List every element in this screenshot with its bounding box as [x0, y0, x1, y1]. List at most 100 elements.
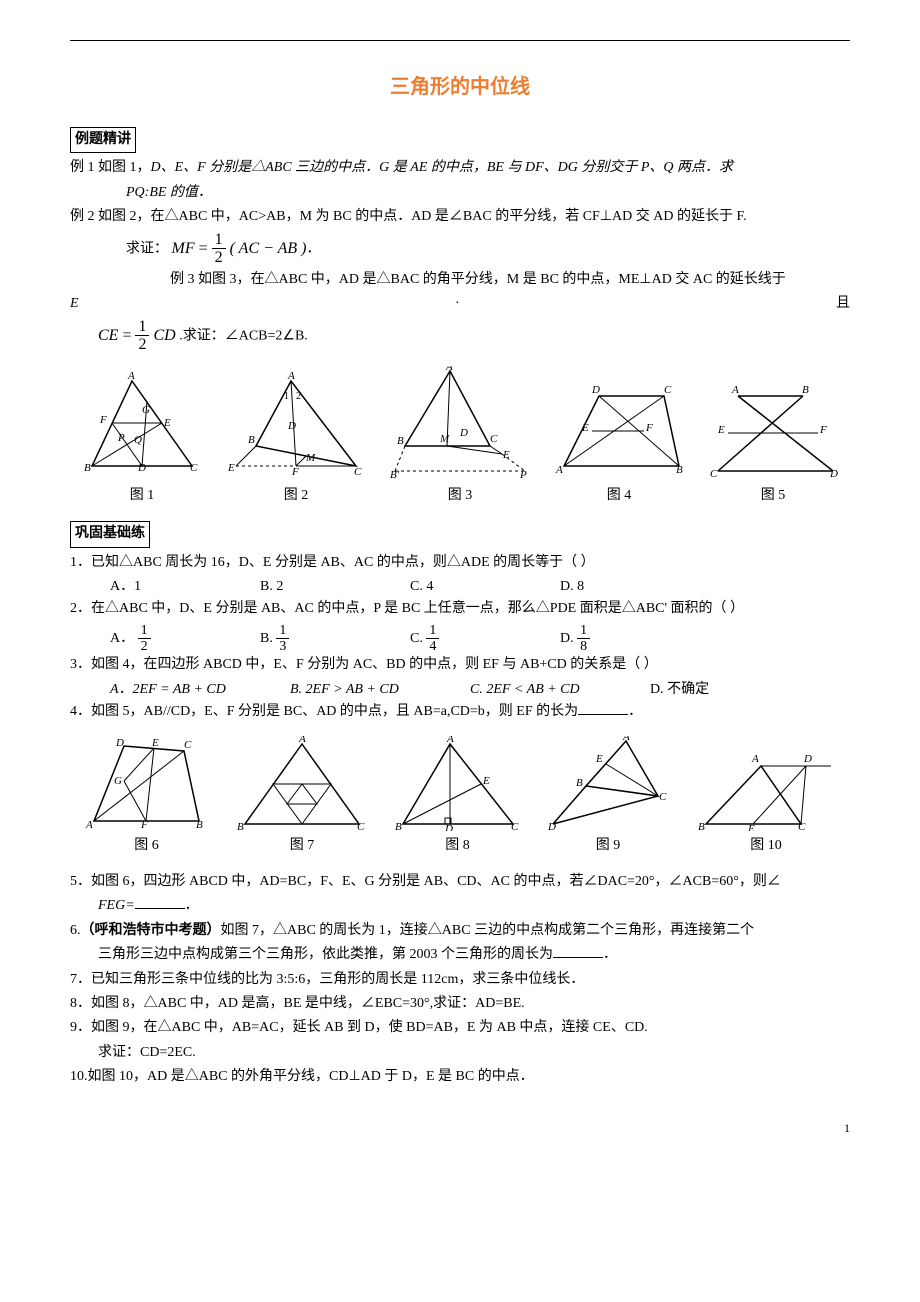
fig9-svg: A B C D E	[548, 736, 668, 831]
ex3-right: 且	[836, 293, 850, 315]
svg-text:M: M	[305, 452, 316, 464]
example-2-formula: 求证： MF = 12 ( AC − AB ) ．	[70, 231, 850, 267]
svg-text:C: C	[357, 821, 365, 831]
figure-1: A B C D E F G P Q 图 1	[82, 371, 202, 507]
svg-text:A: A	[298, 736, 306, 745]
svg-text:F: F	[140, 819, 148, 831]
q2-opt-d: D. 18	[560, 623, 710, 655]
svg-text:A: A	[622, 736, 630, 743]
fig7-label: 图 7	[237, 835, 367, 857]
q2b-label: B.	[260, 631, 273, 646]
ex1-cont: PQ:BE 的值．	[126, 185, 212, 200]
svg-text:B: B	[698, 821, 705, 831]
question-1: 1．已知△ABC 周长为 16，D、E 分别是 AB、AC 的中点，则△ADE …	[70, 552, 850, 574]
q4-end: ．	[628, 704, 642, 719]
fig6-label: 图 6	[84, 835, 209, 857]
svg-text:C: C	[511, 821, 519, 831]
q2c-label: C.	[410, 631, 423, 646]
figure-row-2: A B C D E F G 图 6 A B C 图 7 A B C	[70, 736, 850, 857]
ex2-lhs: MF	[172, 239, 195, 256]
figure-7: A B C 图 7	[237, 736, 367, 857]
ex2-text: 例 2 如图 2，在△ABC 中，AC>AB，M 为 BC 的中点．AD 是∠B…	[70, 209, 747, 224]
q1-opt-c: C. 4	[410, 576, 560, 598]
question-8: 8．如图 8，△ABC 中，AD 是高，BE 是中线，∠EBC=30°,求证：A…	[70, 993, 850, 1015]
fig1-svg: A B C D E F G P Q	[82, 371, 202, 481]
svg-text:C: C	[710, 468, 718, 480]
q5-feg: FEG=	[98, 898, 135, 913]
q3-opt-a: A．2EF = AB + CD	[110, 679, 290, 701]
fig3-svg: A B C M D E B' P	[390, 366, 530, 481]
q1-opt-b: B. 2	[260, 576, 410, 598]
question-3: 3．如图 4，在四边形 ABCD 中，E、F 分别为 AC、BD 的中点，则 E…	[70, 654, 850, 676]
svg-text:E: E	[717, 424, 725, 436]
ex2-formula: MF = 12 ( AC − AB )	[172, 231, 307, 267]
q2-opt-c: C. 14	[410, 623, 560, 655]
figure-4: A B C D E F 图 4	[554, 381, 684, 507]
fig8-svg: A B C D E	[395, 736, 520, 831]
example-3-formula: CE = 12 CD .求证：∠ACB=2∠B.	[70, 318, 850, 354]
ex1-prefix: 例 1 如图 1，	[70, 160, 151, 175]
svg-text:F: F	[291, 466, 299, 478]
q2c-den: 4	[426, 639, 439, 654]
ex1-body: D、E、F 分别是△ABC 三边的中点．G 是 AE 的中点，BE 与 DF、D…	[151, 160, 734, 175]
svg-text:D: D	[548, 821, 556, 831]
svg-text:B': B'	[390, 469, 400, 481]
figure-10: A B C D E 图 10	[696, 736, 836, 857]
svg-text:B: B	[84, 462, 91, 474]
example-3: 例 3 如图 3，在△ABC 中，AD 是△BAC 的角平分线，M 是 BC 的…	[70, 269, 850, 291]
q2c-num: 1	[426, 623, 439, 639]
svg-text:A: A	[127, 371, 135, 382]
svg-text:D: D	[115, 737, 124, 749]
fig10-svg: A B C D E	[696, 736, 836, 831]
svg-text:B: B	[196, 819, 203, 831]
fig5-svg: A B C D E F	[708, 381, 838, 481]
figure-3: A B C M D E B' P 图 3	[390, 366, 530, 507]
fig7-svg: A B C	[237, 736, 367, 831]
q5-end: ．	[185, 898, 199, 913]
svg-text:D: D	[137, 462, 146, 474]
fig10-label: 图 10	[696, 835, 836, 857]
example-2: 例 2 如图 2，在△ABC 中，AC>AB，M 为 BC 的中点．AD 是∠B…	[70, 206, 850, 228]
fig5-label: 图 5	[708, 485, 838, 507]
svg-text:C: C	[190, 462, 198, 474]
question-6b: 三角形三边中点构成第三个三角形，依此类推，第 2003 个三角形的周长为．	[70, 944, 850, 966]
svg-text:A: A	[751, 753, 759, 765]
svg-text:A: A	[555, 464, 563, 476]
svg-text:C: C	[659, 791, 667, 803]
svg-text:C: C	[490, 433, 498, 445]
svg-text:C: C	[184, 739, 192, 751]
fig9-label: 图 9	[548, 835, 668, 857]
q2a-num: 1	[138, 623, 151, 639]
figure-6: A B C D E F G 图 6	[84, 736, 209, 857]
svg-text:F: F	[819, 424, 827, 436]
figure-row-1: A B C D E F G P Q 图 1 A B C D E F M 1	[70, 366, 850, 507]
svg-text:A: A	[287, 371, 295, 382]
q6-cont: 三角形三边中点构成第三个三角形，依此类推，第 2003 个三角形的周长为	[98, 947, 553, 962]
q4-blank	[578, 701, 628, 715]
svg-text:E: E	[163, 417, 171, 429]
svg-text:B: B	[395, 821, 402, 831]
question-9: 9．如图 9，在△ABC 中，AB=AC，延长 AB 到 D，使 BD=AB，E…	[70, 1017, 850, 1039]
ex3-rhs: CD	[153, 326, 175, 343]
svg-text:C: C	[798, 821, 806, 831]
section-practice-label: 巩固基础练	[70, 521, 150, 547]
q1-options: A．1 B. 2 C. 4 D. 8	[70, 576, 850, 598]
ex3-formula: CE = 12 CD	[98, 318, 176, 354]
question-4: 4．如图 5，AB//CD，E、F 分别是 BC、AD 的中点，且 AB=a,C…	[70, 701, 850, 723]
svg-text:D: D	[287, 420, 296, 432]
q1-opt-a: A．1	[110, 576, 260, 598]
svg-text:P: P	[519, 469, 527, 481]
question-5: 5．如图 6，四边形 ABCD 中，AD=BC，F、E、G 分别是 AB、CD、…	[70, 871, 850, 893]
svg-text:B: B	[397, 435, 404, 447]
svg-text:A: A	[446, 736, 454, 745]
q6-blank	[553, 944, 603, 958]
fig3-label: 图 3	[390, 485, 530, 507]
q2d-num: 1	[577, 623, 590, 639]
fig2-label: 图 2	[226, 485, 366, 507]
question-9b: 求证：CD=2EC.	[70, 1042, 850, 1064]
svg-text:F: F	[99, 414, 107, 426]
q5-blank	[135, 895, 185, 909]
ex2-rhs: ( AC − AB )	[230, 239, 307, 256]
svg-text:B: B	[237, 821, 244, 831]
question-7: 7．已知三角形三条中位线的比为 3:5:6，三角形的周长是 112cm，求三条中…	[70, 969, 850, 991]
